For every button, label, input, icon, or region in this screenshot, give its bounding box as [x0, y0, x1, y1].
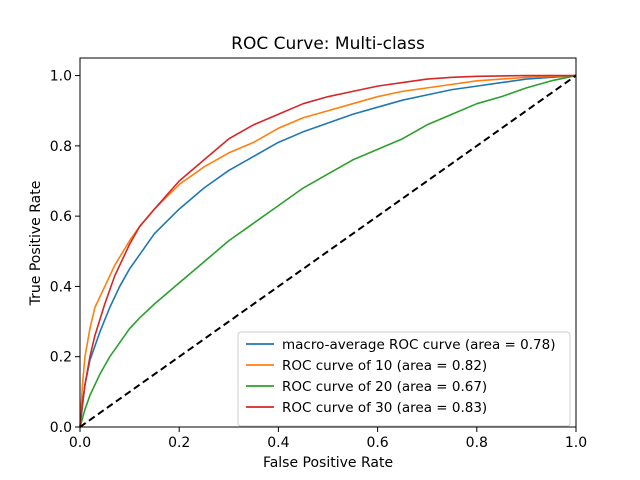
legend-entry-label: macro-average ROC curve (area = 0.78) [282, 337, 555, 353]
y-axis-ticks: 0.0 0.2 0.4 0.6 0.8 1.0 [50, 69, 80, 436]
axes-frame [79, 57, 577, 428]
chart-title: ROC Curve: Multi-class [231, 34, 425, 54]
y-tick-label: 0.2 [50, 350, 72, 366]
series-line-0 [79, 74, 577, 428]
x-tick-label: 0.4 [267, 435, 289, 451]
legend: macro-average ROC curve (area = 0.78) ROC… [237, 331, 571, 427]
chance-diagonal-line [79, 74, 577, 428]
y-tick-label: 1.0 [50, 69, 72, 85]
legend-entry-label: ROC curve of 20 (area = 0.67) [282, 379, 487, 395]
x-tick-label: 1.0 [565, 435, 587, 451]
legend-entry-label: ROC curve of 10 (area = 0.82) [282, 358, 487, 374]
y-axis-label: True Positive Rate [28, 181, 44, 307]
x-tick-label: 0.8 [466, 435, 488, 451]
legend-box [237, 331, 571, 427]
legend-entry-label: ROC curve of 30 (area = 0.83) [282, 400, 487, 416]
x-tick-label: 0.0 [69, 435, 91, 451]
y-tick-label: 0.6 [50, 209, 72, 225]
series-line-2 [79, 74, 577, 428]
x-tick-label: 0.2 [168, 435, 190, 451]
y-tick-label: 0.8 [50, 139, 72, 155]
y-tick-label: 0.0 [50, 420, 72, 436]
series-line-3 [79, 74, 576, 428]
x-axis-label: False Positive Rate [263, 455, 393, 471]
x-axis-ticks: 0.0 0.2 0.4 0.6 0.8 1.0 [69, 427, 587, 451]
y-tick-label: 0.4 [50, 279, 72, 295]
x-tick-label: 0.6 [366, 435, 388, 451]
series-line-1 [79, 74, 577, 428]
plot-area [79, 57, 577, 428]
